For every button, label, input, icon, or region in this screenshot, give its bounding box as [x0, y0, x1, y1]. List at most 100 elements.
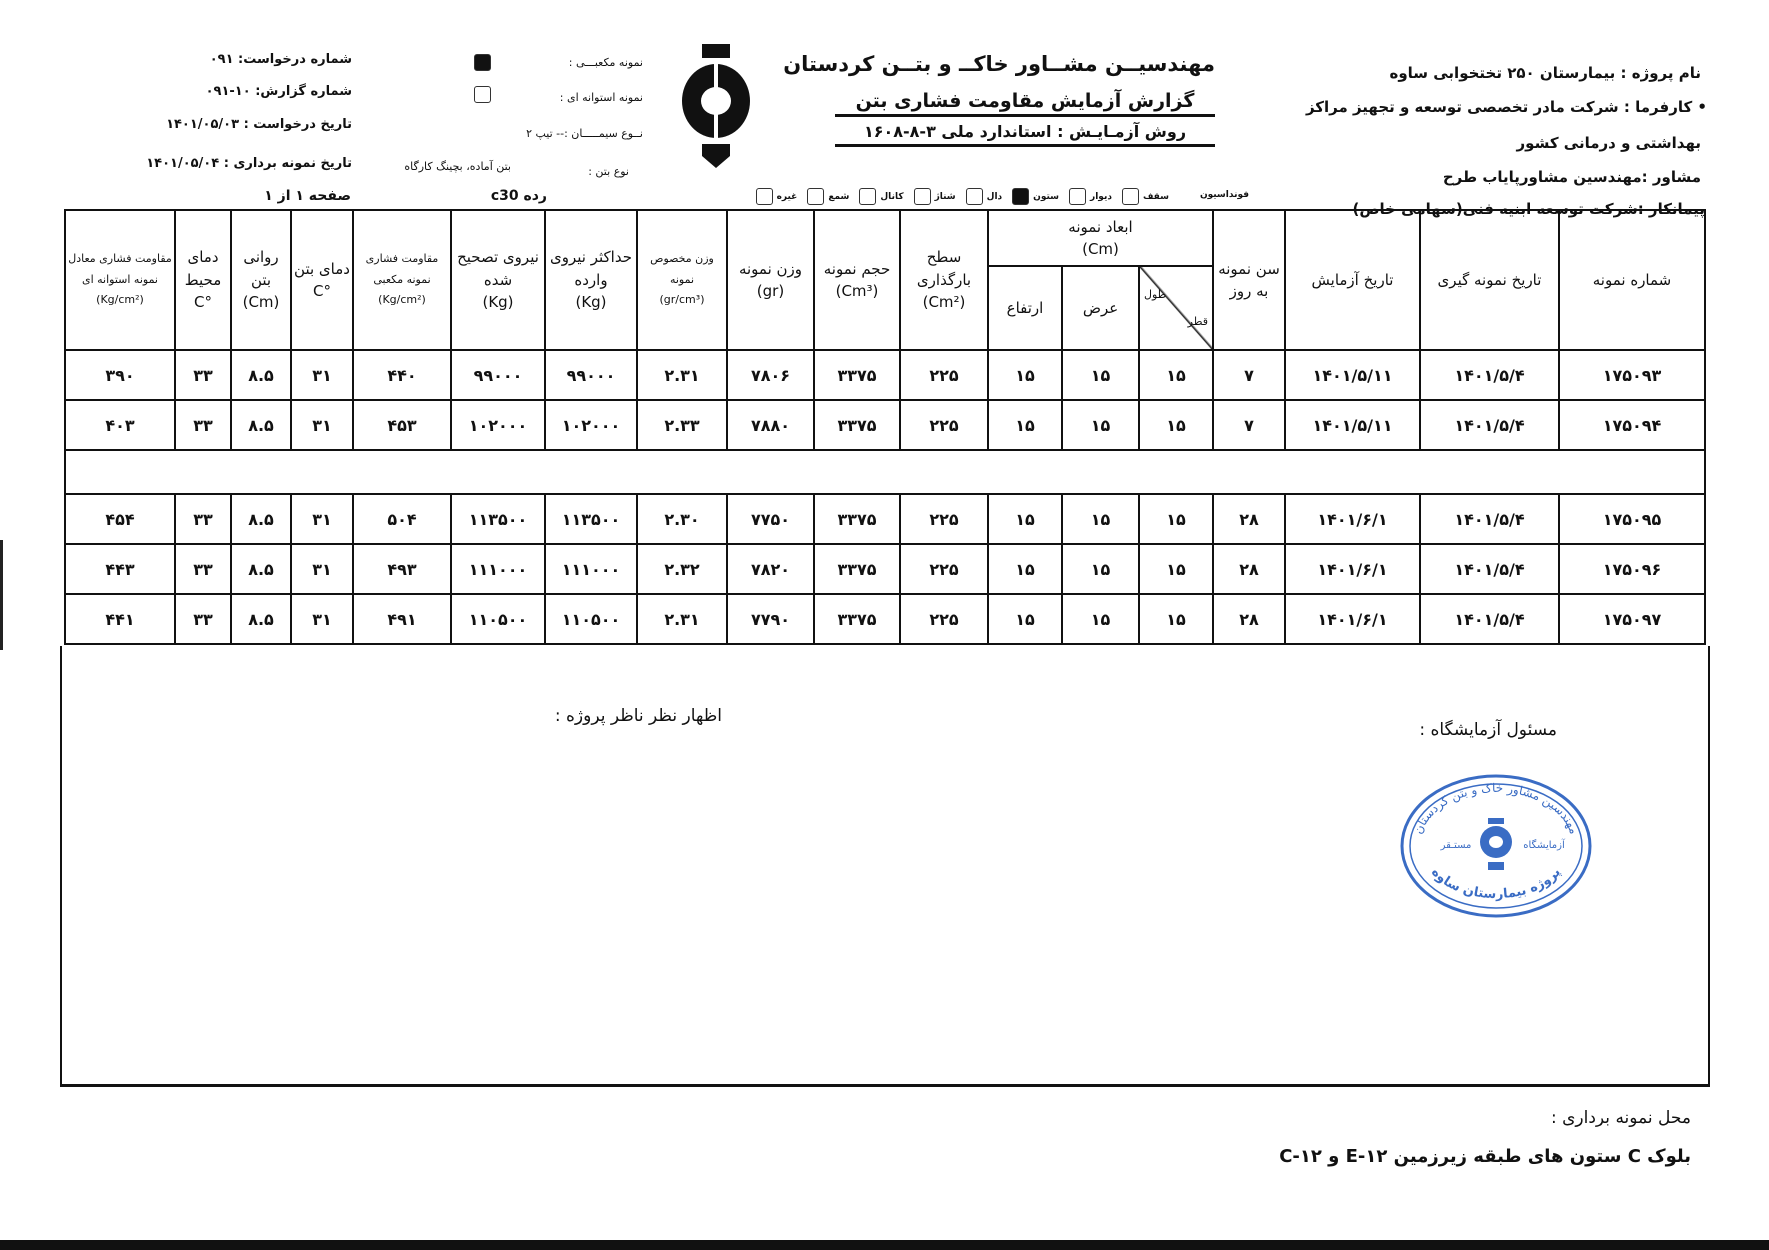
element-type-label: شناژ — [934, 192, 956, 202]
element-type-checkbox[interactable] — [755, 188, 773, 205]
table-cell: ۱۵ — [1138, 399, 1214, 451]
element-type-checkbox[interactable] — [859, 188, 877, 205]
table-cell: ۳۱ — [290, 593, 354, 645]
header-height: ارتفاع — [987, 265, 1063, 351]
table-cell: ۳۳ — [174, 493, 232, 545]
scan-edge — [0, 540, 3, 650]
supervisor-comment-label: اظهار نظر ناظر پروژه : — [554, 706, 722, 726]
table-cell: ۲۲۵ — [899, 399, 989, 451]
table-cell: ۲.۳۲ — [636, 543, 728, 595]
table-cell: ۱۱۰۵۰۰ — [544, 593, 638, 645]
table-cell: ۱۴۰۱/۵/۱۱ — [1284, 349, 1421, 401]
element-type-checkbox[interactable] — [1069, 188, 1087, 205]
table-cell: ۴۵۴ — [64, 493, 176, 545]
table-cell: ۹۹۰۰۰ — [544, 349, 638, 401]
element-type-label: سقف — [1142, 192, 1169, 202]
lab-stamp: مهندسین مشاور خاک و بتن کردستان پروژه بی… — [1400, 774, 1592, 918]
element-type-label: غیره — [776, 192, 798, 202]
header-density: وزن مخصوص نمونه (gr/cm³) — [636, 209, 728, 351]
table-cell: ۱۵ — [1061, 493, 1140, 545]
table-cell: ۴۴۳ — [64, 543, 176, 595]
header-ambient-temp: دمای محیط °C — [174, 209, 232, 351]
table-cell: ۲۲۵ — [899, 493, 989, 545]
table-cell: ۱۴۰۱/۶/۱ — [1284, 493, 1421, 545]
cylinder-sample-checkbox[interactable] — [474, 86, 491, 103]
scan-edge-bottom — [0, 1240, 1769, 1250]
table-cell: ۱۴۰۱/۵/۴ — [1419, 543, 1560, 595]
table-cell: ۱۵ — [1138, 543, 1214, 595]
table-cell: ۲۲۵ — [899, 543, 989, 595]
employer-line1: • کارفرما : شرکت مادر تخصصی توسعه و تجهی… — [1305, 98, 1707, 116]
table-cell: ۱۰۲۰۰۰ — [450, 399, 546, 451]
table-cell: ۷۸۲۰ — [726, 543, 815, 595]
table-cell: ۱۴۰۱/۵/۴ — [1419, 349, 1560, 401]
table-cell: ۱۵ — [1061, 399, 1140, 451]
table-cell: ۱۱۳۵۰۰ — [450, 493, 546, 545]
table-cell: ۱۱۱۰۰۰ — [450, 543, 546, 595]
element-type-label: دیوار — [1090, 192, 1112, 202]
cylinder-sample-label: نمونه استوانه ای : — [559, 91, 643, 104]
table-cell: ۱۱۰۵۰۰ — [450, 593, 546, 645]
cube-sample-checkbox[interactable] — [474, 54, 491, 71]
element-type-checkbox[interactable] — [965, 188, 983, 205]
table-cell: ۱۴۰۱/۵/۴ — [1419, 493, 1560, 545]
table-cell: ۱۱۱۰۰۰ — [544, 543, 638, 595]
cube-sample-label: نمونه مکعبـــی : — [568, 56, 643, 69]
element-type-4: شناژ — [910, 188, 956, 205]
sampling-date: تاریخ نمونه برداری : ۱۴۰۱/۰۵/۰۴ — [146, 156, 352, 171]
header-concrete-temp: دمای بتن °C — [290, 209, 354, 351]
table-cell: ۱۵ — [1061, 593, 1140, 645]
table-cell: ۴۰۳ — [64, 399, 176, 451]
lab-manager-label: مسئول آزمایشگاه : — [1419, 720, 1557, 740]
table-cell: ۳۳۷۵ — [813, 543, 901, 595]
element-type-label: کانال — [880, 192, 904, 202]
table-cell: ۳۳۷۵ — [813, 493, 901, 545]
table-cell: ۱۵ — [1061, 543, 1140, 595]
table-row: ۱۷۵۰۹۵ ۱۴۰۱/۵/۴ ۱۴۰۱/۶/۱ ۲۸ ۱۵ ۱۵ ۱۵ ۲۲۵ ۳۳۷۵ ۷۷۵… — [64, 493, 1706, 545]
table-cell: ۳۳۷۵ — [813, 349, 901, 401]
table-cell: ۱۷۵۰۹۴ — [1558, 399, 1706, 451]
table-cell: ۲.۳۱ — [636, 349, 728, 401]
table-cell: ۴۴۱ — [64, 593, 176, 645]
svg-text:مستـقر: مستـقر — [1440, 840, 1472, 851]
table-cell: ۱۵ — [1138, 493, 1214, 545]
table-row: ۱۷۵۰۹۳ ۱۴۰۱/۵/۴ ۱۴۰۱/۵/۱۱ ۷ ۱۵ ۱۵ ۱۵ ۲۲۵ ۳۳۷۵ ۷۸۰… — [64, 349, 1706, 401]
table-cell: ۱۵ — [1061, 349, 1140, 401]
table-cell: ۷۷۵۰ — [726, 493, 815, 545]
header-sample-no: شماره نمونه — [1558, 209, 1706, 351]
table-cell: ۴۹۱ — [352, 593, 452, 645]
request-date: تاریخ درخواست : ۱۴۰۱/۰۵/۰۳ — [166, 117, 352, 132]
table-cell: ۳۱ — [290, 493, 354, 545]
concrete-type-label: نوع بتن : — [588, 165, 629, 178]
table-cell: ۷ — [1212, 399, 1286, 451]
element-type-checkbox[interactable] — [913, 188, 931, 205]
table-cell: ۱۷۵۰۹۵ — [1558, 493, 1706, 545]
employer-line2: بهداشتی و درمانی کشور — [1516, 134, 1701, 152]
table-cell: ۴۹۳ — [352, 543, 452, 595]
table-cell: ۲.۳۳ — [636, 399, 728, 451]
report-number: شماره گزارش: ۱۰-۰۹۱ — [205, 84, 352, 99]
table-cell: ۱۱۳۵۰۰ — [544, 493, 638, 545]
consultant: مشاور :مهندسین مشاورپایاب طرح — [1442, 168, 1701, 186]
sampling-location-value: بلوک C ستون های طبقه زیرزمین ۱۲-E و ۱۲-C — [1279, 1146, 1691, 1167]
table-cell: ۱۵ — [1138, 593, 1214, 645]
table-cell: ۸.۵ — [230, 593, 292, 645]
table-cell: ۲۸ — [1212, 593, 1286, 645]
company-name: مهندسیــن مشــاور خاکــ و بتــن کردستان — [783, 52, 1215, 76]
element-type-2: ستون — [1008, 188, 1059, 205]
header-corrected-force: نیروی تصحیح شده (Kg) — [450, 209, 546, 351]
element-type-checkboxes: سقف دیوار ستون دال شناژ کانال شمع غیره — [746, 188, 1169, 205]
table-cell: ۳۳ — [174, 593, 232, 645]
company-logo — [682, 44, 750, 168]
comments-box — [60, 646, 1710, 1087]
table-cell: ۷ — [1212, 349, 1286, 401]
table-cell: ۸.۵ — [230, 399, 292, 451]
header-sampling-date: تاریخ نمونه گیری — [1419, 209, 1560, 351]
element-type-checkbox[interactable] — [1121, 188, 1139, 205]
element-type-checkbox[interactable] — [1012, 188, 1030, 205]
project-name: نام پروژه : بیمارستان ۲۵۰ تختخوابی ساوه — [1389, 64, 1701, 82]
element-type-checkbox[interactable] — [807, 188, 825, 205]
blank-row — [64, 449, 1706, 495]
table-cell: ۱۴۰۱/۵/۴ — [1419, 399, 1560, 451]
element-type-5: کانال — [855, 188, 904, 205]
